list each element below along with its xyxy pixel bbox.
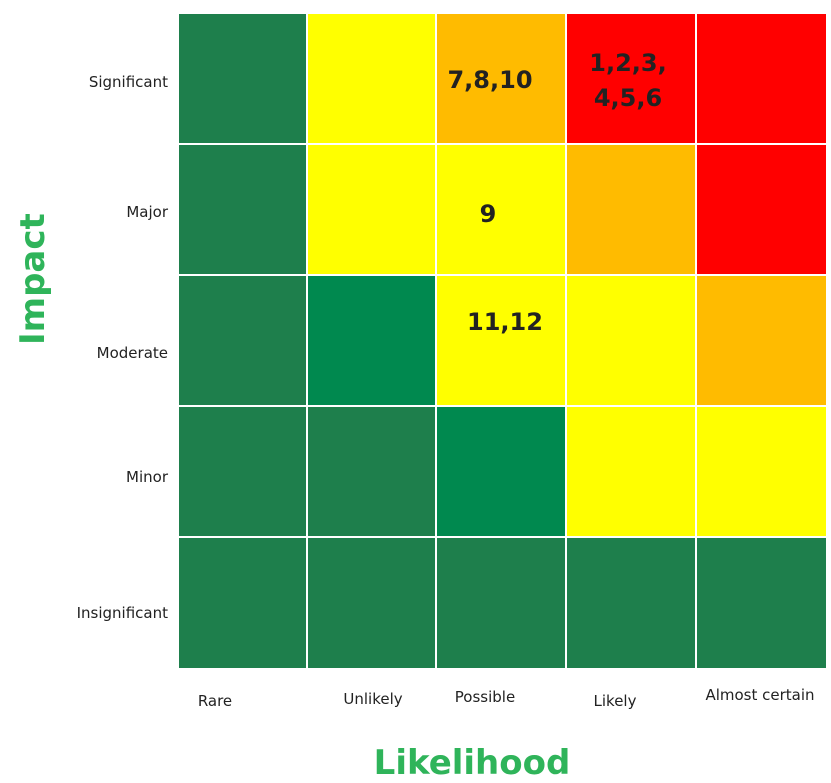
matrix-cell-r4-c4 (695, 536, 828, 670)
matrix-cell-r0-c3 (565, 12, 697, 145)
matrix-cell-r4-c2 (435, 536, 567, 670)
row-label-major: Major (126, 203, 168, 221)
matrix-cell-r2-c3 (565, 274, 697, 407)
matrix-cell-r1-c2 (435, 143, 567, 276)
matrix-cell-r0-c4 (695, 12, 828, 145)
risk-ids-r2-c2-line0: 11,12 (467, 308, 543, 336)
matrix-cell-r2-c4 (695, 274, 828, 407)
matrix-cell-r2-c2 (435, 274, 567, 407)
risk-ids-r0-c2-line0: 7,8,10 (447, 66, 532, 94)
matrix-cell-r1-c4 (695, 143, 828, 276)
matrix-cell-r0-c0 (177, 12, 308, 145)
col-label-unlikely: Unlikely (343, 690, 403, 708)
matrix-cell-r1-c1 (306, 143, 437, 276)
matrix-cell-r0-c1 (306, 12, 437, 145)
col-label-likely: Likely (593, 692, 637, 710)
matrix-cell-r4-c0 (177, 536, 308, 670)
matrix-cell-r4-c1 (306, 536, 437, 670)
col-label-almost-certain: Almost certain (705, 686, 815, 704)
matrix-cell-r3-c3 (565, 405, 697, 538)
risk-ids-r1-c2-line0: 9 (480, 200, 497, 228)
matrix-cell-r2-c0 (177, 274, 308, 407)
row-label-insignificant: Insignificant (76, 604, 168, 622)
risk-ids-r0-c3-line1: 4,5,6 (594, 84, 662, 112)
matrix-cell-r3-c4 (695, 405, 828, 538)
matrix-cell-r3-c2 (435, 405, 567, 538)
col-label-possible: Possible (454, 688, 516, 706)
row-label-moderate: Moderate (96, 344, 168, 362)
risk-ids-r0-c3-line0: 1,2,3, (589, 49, 666, 77)
row-label-minor: Minor (126, 468, 168, 486)
matrix-cell-r3-c1 (306, 405, 437, 538)
likelihood-axis-title: Likelihood (373, 743, 571, 783)
matrix-cell-r2-c1 (306, 274, 437, 407)
matrix-cell-r3-c0 (177, 405, 308, 538)
row-label-significant: Significant (88, 73, 168, 91)
matrix-cell-r1-c0 (177, 143, 308, 276)
col-label-rare: Rare (197, 692, 233, 710)
matrix-cell-r1-c3 (565, 143, 697, 276)
matrix-cell-r4-c3 (565, 536, 697, 670)
